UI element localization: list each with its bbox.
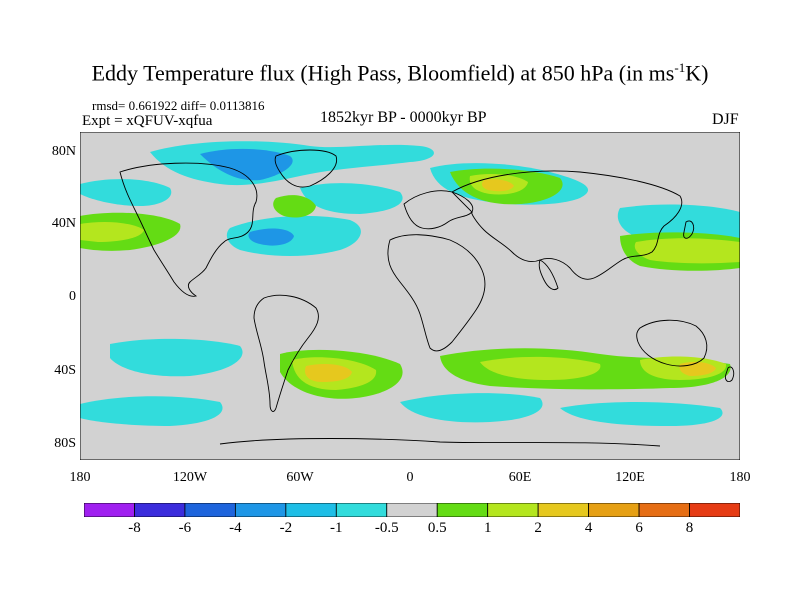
- lon-label-120e: 120E: [615, 470, 645, 485]
- colorbar-label: 0.5: [427, 520, 447, 536]
- colorbar-swatch-0: [84, 503, 135, 517]
- field-cyan-eur: [300, 183, 403, 214]
- coast-new-zealand: [725, 366, 735, 383]
- field-blue-arctic: [200, 148, 293, 181]
- coast-greenland: [274, 149, 338, 188]
- colorbar-swatch-5: [335, 503, 388, 517]
- lat-label-40n: 40N: [51, 216, 76, 231]
- colorbar-label: -2: [279, 520, 293, 536]
- colorbar-swatch-1: [134, 503, 186, 517]
- colorbar-label: 8: [685, 520, 694, 536]
- coast-australia: [636, 319, 708, 367]
- lon-label-60w: 60W: [286, 470, 314, 485]
- colorbar-swatch-3: [234, 503, 287, 517]
- coast-japan: [683, 220, 695, 239]
- lon-label-120w: 120W: [172, 470, 208, 485]
- colorbar-label: 6: [635, 520, 643, 536]
- field-cyan-np: [80, 179, 172, 206]
- coast-india: [538, 259, 559, 291]
- field-green-atl: [273, 195, 316, 218]
- field-orange-sam: [304, 364, 352, 382]
- colorbar-swatch-7: [436, 503, 489, 517]
- field-yellow-np: [80, 222, 144, 242]
- colorbar-swatch-12: [689, 503, 740, 517]
- colorbar-label: -6: [178, 520, 192, 536]
- colorbar-swatch-10: [588, 503, 640, 517]
- field-yellow-ind: [480, 356, 601, 380]
- colorbar-label: -1: [330, 520, 343, 536]
- lon-label-0: 0: [406, 470, 414, 485]
- lat-label-80n: 80N: [51, 144, 76, 159]
- colorbar-label: 4: [584, 520, 593, 536]
- period-label: 1852kyr BP - 0000kyr BP: [320, 109, 487, 126]
- field-blue-atl: [248, 228, 294, 246]
- coast-south-america: [253, 294, 319, 412]
- colorbar-label: 2: [534, 520, 542, 536]
- lat-label-80s: 80S: [54, 436, 76, 451]
- lat-label-40s: 40S: [54, 363, 76, 378]
- colorbar-swatch-8: [487, 503, 539, 517]
- lon-label-180w: 180: [69, 470, 91, 485]
- colorbar-swatch-6: [386, 503, 438, 517]
- coast-europe: [403, 190, 474, 230]
- colorbar-swatch-9: [537, 503, 590, 517]
- field-cyan-so-c: [400, 393, 543, 423]
- coastlines: [119, 149, 735, 447]
- coast-africa: [387, 234, 486, 352]
- colorbar-label: -0.5: [374, 520, 399, 536]
- coast-north-america: [119, 162, 258, 297]
- colorbar-swatch-11: [638, 503, 690, 517]
- stats-label: rmsd= 0.661922 diff= 0.0113816: [92, 98, 265, 113]
- coast-asia: [451, 170, 683, 280]
- field-cyan-so-e: [560, 402, 723, 426]
- field-orange-eur: [481, 179, 514, 192]
- lon-label-180e: 180: [729, 470, 751, 485]
- colorbar-label: 1: [483, 520, 492, 536]
- field-cyan-so-w: [80, 396, 223, 426]
- colorbar-label: -4: [229, 520, 242, 536]
- colorbar: [84, 503, 740, 517]
- map-title: Eddy Temperature flux (High Pass, Bloomf…: [91, 60, 709, 86]
- season-label: DJF: [712, 111, 739, 128]
- coast-antarctica: [219, 438, 661, 447]
- field-cyan-pac-e: [617, 204, 740, 242]
- lat-label-eq: 0: [69, 289, 76, 304]
- experiment-label: Expt = xQFUV-xqfua: [82, 113, 213, 129]
- colorbar-swatch-4: [285, 503, 337, 517]
- colorbar-swatch-2: [184, 503, 236, 517]
- colorbar-label: -8: [128, 520, 141, 536]
- lon-label-60e: 60E: [508, 470, 532, 485]
- field-cyan-sp-w: [110, 338, 243, 377]
- world-map: [80, 132, 740, 460]
- field-yellow-pac: [634, 238, 740, 264]
